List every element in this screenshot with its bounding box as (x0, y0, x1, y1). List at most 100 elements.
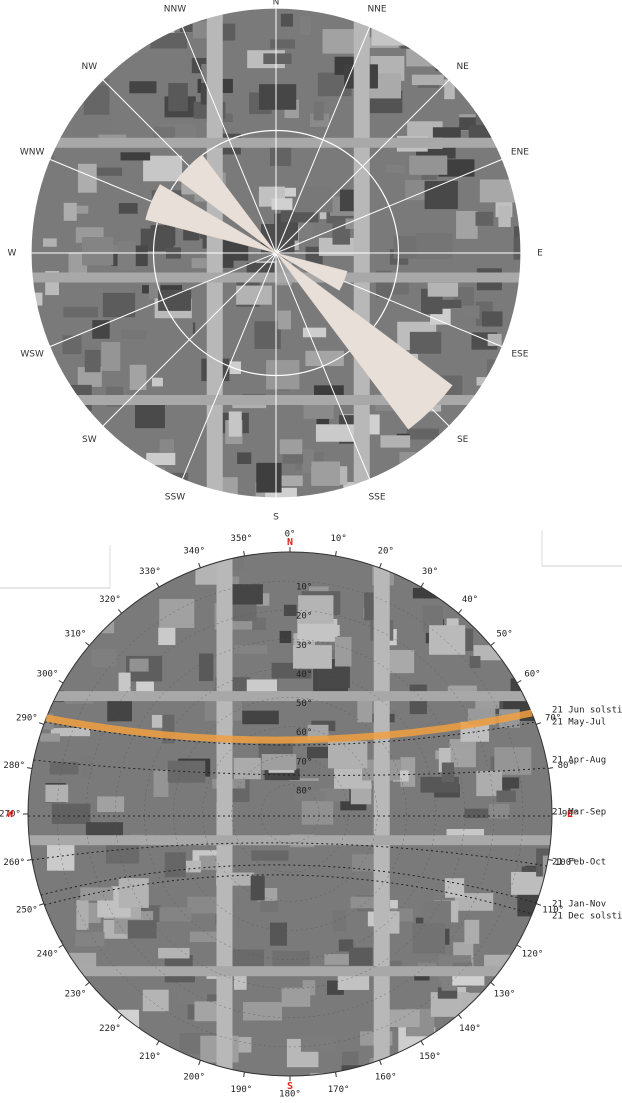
photo-block (280, 210, 319, 223)
azimuth-label: 10° (330, 534, 346, 544)
date-label: 21 Jun solstice (552, 706, 622, 716)
altitude-ring (231, 755, 349, 873)
photo-block (499, 579, 532, 606)
photo-block (153, 770, 169, 797)
altitude-label: 20° (296, 612, 312, 622)
azimuth-tick (536, 722, 542, 725)
cardinal-label: S (287, 1081, 293, 1092)
photo-block (142, 470, 161, 492)
photo-block (164, 852, 186, 878)
photo-block (270, 39, 296, 49)
photo-block (189, 931, 220, 942)
direction-line (181, 26, 277, 254)
petal (145, 184, 277, 254)
photo-block (444, 878, 465, 898)
azimuth-label: 300° (37, 670, 59, 680)
photo-block (301, 800, 334, 825)
photo-block (313, 385, 344, 395)
photo-block (63, 306, 98, 318)
altitude-label: 80° (296, 786, 312, 796)
azimuth-tick (26, 767, 33, 769)
photo-block (391, 486, 419, 498)
photo-block (263, 53, 292, 64)
photo-block (62, 335, 82, 355)
photo-block (530, 1019, 544, 1046)
photo-block (435, 41, 451, 72)
photo-block (392, 770, 409, 782)
azimuth-tick (379, 562, 382, 568)
photo-block (91, 649, 117, 668)
photo-block (176, 320, 193, 335)
photo-block (486, 777, 520, 789)
photo-block (237, 452, 252, 464)
photo-block (118, 203, 138, 214)
date-label: 21 Feb-Oct (552, 858, 606, 868)
photo-block (328, 741, 368, 769)
photo-block (159, 439, 174, 453)
photo-block (222, 23, 236, 41)
photo-block (158, 627, 176, 646)
photo-street (28, 691, 552, 702)
altitude-label: 50° (296, 699, 312, 709)
photo-block (153, 126, 176, 139)
photo-block (140, 228, 174, 252)
petal (275, 252, 453, 430)
photo-block (435, 750, 472, 760)
photo-block (251, 850, 289, 861)
photo-block (324, 954, 354, 965)
photo-block (437, 482, 466, 498)
photo-block (82, 237, 114, 266)
direction-label: NNW (164, 5, 186, 15)
photo-block (260, 900, 279, 912)
photo-block (91, 560, 127, 582)
photo-block (284, 187, 296, 197)
azimuth-label: 240° (37, 950, 59, 960)
azimuth-label: 220° (99, 1024, 121, 1034)
photo-block (303, 403, 334, 419)
azimuth-tick (490, 982, 495, 987)
photo-block (84, 349, 101, 373)
photo-block (73, 205, 89, 214)
photo-block (296, 130, 336, 139)
azimuth-tick (516, 944, 522, 948)
photo-block (76, 899, 89, 930)
photo-block (127, 920, 157, 939)
azimuth-tick (58, 680, 64, 684)
photo-block (146, 452, 176, 466)
photo-block (444, 79, 455, 100)
azimuth-tick (243, 550, 245, 557)
azimuth-tick (335, 1071, 337, 1078)
photo-block (269, 922, 288, 946)
altitude-label: 70° (296, 757, 312, 767)
azimuth-label: 130° (494, 989, 516, 999)
photo-block (75, 932, 105, 947)
photo-block (311, 461, 340, 486)
photo-street (28, 966, 552, 977)
azimuth-label: 280° (3, 761, 25, 771)
azimuth-tick (536, 903, 542, 906)
direction-label: SW (82, 435, 97, 445)
photo-block (50, 728, 91, 737)
date-label: 21 Jan-Nov (552, 900, 606, 910)
photo-block (279, 439, 303, 455)
photo-block (548, 574, 552, 584)
photo-block (371, 21, 412, 46)
sun-path (31, 842, 547, 867)
sun-path (33, 759, 548, 776)
photo-block (350, 896, 391, 909)
azimuth-label: 20° (378, 546, 394, 556)
photo-block (530, 927, 550, 939)
photo-block (342, 1051, 359, 1068)
photo-block (92, 320, 110, 339)
photo-block (233, 757, 261, 780)
direction-label: ENE (511, 147, 529, 157)
photo-block (28, 995, 61, 1015)
azimuth-label: 250° (16, 905, 38, 915)
photo-block (350, 787, 372, 805)
date-label: 21 Apr-Aug (552, 756, 606, 766)
azimuth-tick (26, 859, 33, 861)
photo-block (409, 331, 442, 354)
photo-block (64, 1055, 76, 1076)
azimuth-label: 60° (524, 670, 540, 680)
